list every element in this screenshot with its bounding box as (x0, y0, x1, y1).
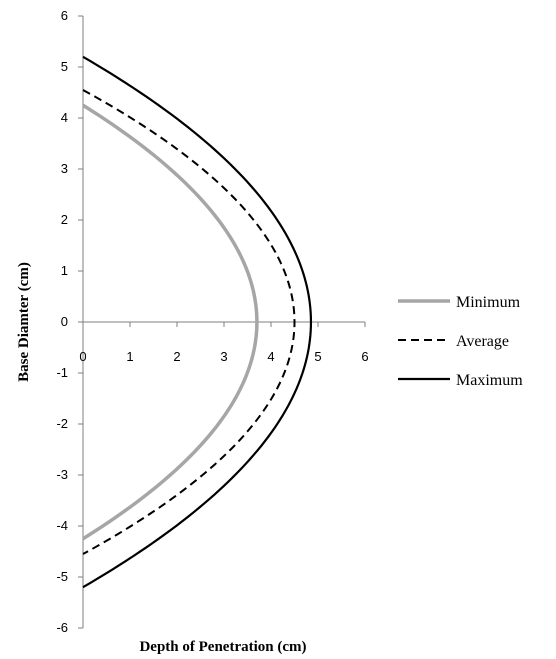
series-minimum-line (82, 103, 259, 541)
x-tick-label: 5 (314, 349, 321, 364)
legend-label-minimum: Minimum (456, 294, 521, 311)
y-tick-label: -4 (56, 518, 68, 533)
x-tick-label: 2 (173, 349, 180, 364)
x-tick-label: 6 (361, 349, 368, 364)
y-tick-label: 5 (61, 59, 68, 74)
y-tick-label: 2 (61, 212, 68, 227)
y-tick-label: 1 (61, 263, 68, 278)
y-tick-label: -2 (56, 416, 68, 431)
y-tick-label: 3 (61, 161, 68, 176)
tick-labels: 6 5 4 3 2 1 0 -1 -2 -3 -4 -5 -6 0 1 2 3 4 5 6 (56, 8, 368, 635)
y-tick-label: -5 (56, 569, 68, 584)
legend-label-average: Average (456, 333, 509, 350)
series-average-line (82, 89, 296, 555)
x-tick-label: 1 (126, 349, 133, 364)
plot-area (82, 55, 313, 589)
y-tick-label: 6 (61, 8, 68, 23)
series-maximum-line (82, 55, 313, 589)
y-tick-label: -6 (56, 620, 68, 635)
legend: Minimum Average Maximum (398, 294, 523, 389)
y-tick-label: 4 (61, 110, 68, 125)
y-axis-title: Base Diamter (cm) (16, 262, 32, 382)
y-tick-label: 0 (61, 314, 68, 329)
legend-label-maximum: Maximum (456, 372, 523, 389)
y-tick-label: -3 (56, 467, 68, 482)
x-tick-label: 0 (79, 349, 86, 364)
axes (78, 15, 366, 629)
x-tick-label: 4 (267, 349, 274, 364)
y-tick-label: -1 (56, 365, 68, 380)
x-tick-label: 3 (220, 349, 227, 364)
x-axis-title: Depth of Penetration (cm) (139, 639, 306, 655)
